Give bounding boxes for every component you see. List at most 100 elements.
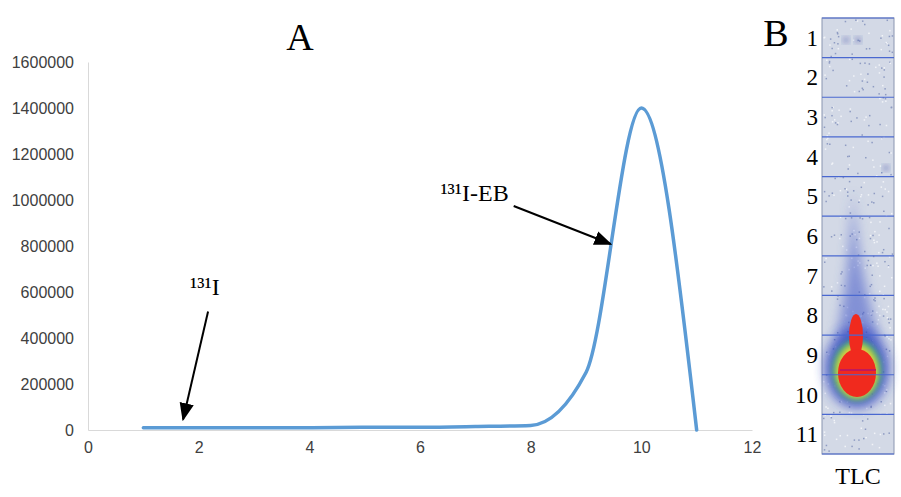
speckle <box>857 20 859 22</box>
speckle <box>849 181 851 183</box>
speckle <box>890 403 892 405</box>
speckle <box>879 291 881 293</box>
speckle <box>874 297 876 299</box>
speckle <box>861 194 863 196</box>
speckle <box>831 236 833 238</box>
spot-ring <box>833 340 881 400</box>
speckle <box>824 191 826 193</box>
speckle <box>864 62 866 64</box>
speckle <box>884 405 886 407</box>
speckle <box>837 43 839 45</box>
speckle <box>851 412 853 414</box>
speckle <box>886 43 888 45</box>
speckle <box>882 309 884 311</box>
speckle <box>828 132 830 134</box>
speckle <box>892 35 894 37</box>
speckle <box>837 124 839 126</box>
speckle <box>873 86 875 88</box>
speckle <box>885 94 887 96</box>
row-label: 11 <box>796 422 818 447</box>
y-tick: 1400000 <box>12 100 88 117</box>
speckle <box>873 166 875 168</box>
speckle <box>826 139 828 141</box>
spot-line <box>840 369 876 371</box>
speckle <box>831 110 833 112</box>
y-tick-label: 0 <box>65 422 74 439</box>
lane-divider <box>822 295 894 296</box>
speckle <box>878 234 880 236</box>
speckle <box>883 433 885 435</box>
speckle <box>856 117 858 119</box>
speckle <box>882 35 884 37</box>
speckle <box>862 88 864 90</box>
speckle <box>877 266 879 268</box>
speckle <box>829 61 831 63</box>
lane-divider <box>822 255 894 256</box>
speckle <box>864 267 866 269</box>
speckle <box>885 98 887 100</box>
speckle <box>829 66 831 68</box>
speckle <box>849 412 851 414</box>
speckle <box>853 39 855 41</box>
speckle <box>882 196 884 198</box>
speckle <box>859 200 861 202</box>
speckle <box>831 107 833 109</box>
speckle <box>845 145 847 147</box>
speckle <box>890 152 892 154</box>
speckle <box>888 191 890 193</box>
speckle <box>860 63 862 65</box>
speckle <box>868 260 870 262</box>
panel-letter: B <box>763 12 788 54</box>
row-label: 4 <box>807 145 819 170</box>
speckle <box>854 439 856 441</box>
speckle <box>886 389 888 391</box>
speckle <box>884 392 886 394</box>
lane-divider <box>822 97 894 98</box>
speckle <box>832 192 834 194</box>
lane-divider <box>822 334 894 335</box>
x-tick: 4 <box>305 430 314 456</box>
speckle <box>883 249 885 251</box>
speckle <box>832 121 834 123</box>
y-tick-label: 200000 <box>21 376 74 393</box>
speckle <box>834 420 836 422</box>
speckle <box>890 339 892 341</box>
speckle <box>879 221 881 223</box>
row-label: 10 <box>795 383 818 408</box>
speckle <box>867 81 869 83</box>
speckle <box>849 111 851 113</box>
speckle <box>881 138 883 140</box>
x-tick-label: 2 <box>195 439 204 456</box>
speckle <box>889 350 891 352</box>
speckle <box>829 44 831 46</box>
speckle <box>858 201 860 203</box>
speckle <box>846 85 848 87</box>
speckle <box>824 117 826 119</box>
speckle <box>879 447 881 449</box>
speckle <box>876 312 878 314</box>
speckle <box>845 446 847 448</box>
speckle <box>879 64 881 66</box>
speckle <box>881 67 883 69</box>
speckle <box>888 266 890 268</box>
speckle <box>853 75 855 77</box>
speckle <box>883 211 885 213</box>
y-tick: 1600000 <box>12 54 88 71</box>
speckle <box>875 67 877 69</box>
row-label: 6 <box>807 224 819 249</box>
speckle <box>841 234 843 236</box>
data-line <box>143 108 696 430</box>
speckle <box>827 137 829 139</box>
speckle <box>885 188 887 190</box>
speckle <box>837 33 839 35</box>
speckle <box>874 193 876 195</box>
speckle <box>847 168 849 170</box>
tlc-spot <box>825 38 889 408</box>
tlc-speckle <box>823 19 893 451</box>
speckle <box>849 80 851 82</box>
x-tick: 0 <box>84 430 93 456</box>
speckle <box>880 401 882 403</box>
speckle <box>859 231 861 233</box>
speckle <box>850 28 852 30</box>
spot-core <box>838 349 876 397</box>
